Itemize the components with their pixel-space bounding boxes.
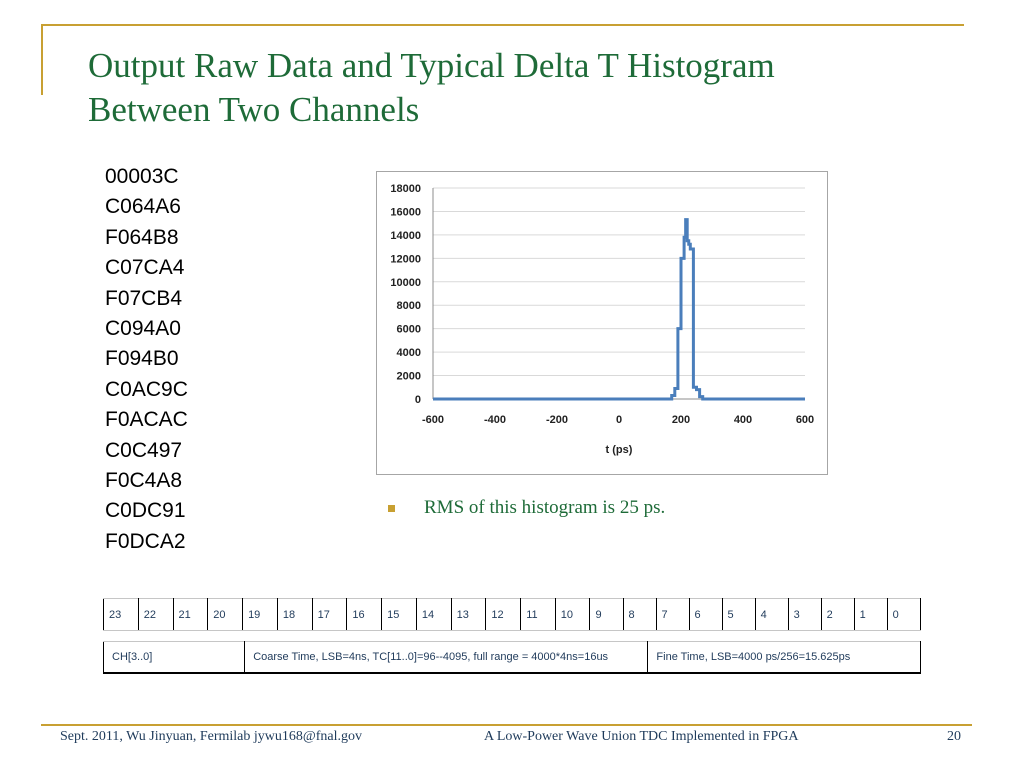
title-line-2: Between Two Channels xyxy=(88,90,420,129)
bit-cell: 1 xyxy=(853,598,888,631)
slide-title: Output Raw Data and Typical Delta T Hist… xyxy=(88,44,968,132)
bit-cell: 12 xyxy=(485,598,522,631)
raw-data-item: C0DC91 xyxy=(105,499,186,523)
page-number: 20 xyxy=(947,729,961,744)
footer-rule xyxy=(41,724,972,726)
bit-cell: 5 xyxy=(721,598,756,631)
bit-field-cell: Fine Time, LSB=4000 ps/256=15.625ps xyxy=(647,641,921,674)
bit-cell: 10 xyxy=(554,598,591,631)
y-tick-label: 0 xyxy=(415,394,421,406)
x-axis-label: t (ps) xyxy=(606,444,633,456)
bit-field-table: CH[3..0] Coarse Time, LSB=4ns, TC[11..0]=… xyxy=(102,641,921,674)
y-tick-label: 6000 xyxy=(397,324,421,336)
bit-number-row: 23 22 21 20 19 18 17 16 15 14 13 12 11 10 9 8 7 6 5 4 3 2 1 0 xyxy=(103,598,922,631)
bit-field-row: CH[3..0] Coarse Time, LSB=4ns, TC[11..0]=… xyxy=(102,641,921,674)
bit-cell: 3 xyxy=(787,598,822,631)
y-tick-label: 14000 xyxy=(390,230,421,242)
frame-top-rule xyxy=(41,24,964,26)
raw-data-item: 00003C xyxy=(105,165,179,188)
bit-cell: 15 xyxy=(381,598,417,631)
raw-data-item: F07CB4 xyxy=(105,286,183,310)
x-tick-label: -600 xyxy=(422,414,444,426)
bullet-text: RMS of this histogram is 25 ps. xyxy=(424,497,666,518)
bit-cell: 22 xyxy=(137,598,174,631)
histogram-series-line xyxy=(433,218,805,401)
raw-data-item: F064B8 xyxy=(105,225,179,249)
x-tick-label: 400 xyxy=(734,414,752,426)
y-tick-label: 16000 xyxy=(390,206,421,218)
bullet-square-icon xyxy=(388,505,395,512)
bit-cell: 23 xyxy=(103,598,139,631)
bit-cell: 11 xyxy=(520,598,556,631)
raw-data-item: C064A6 xyxy=(105,195,181,219)
y-tick-label: 4000 xyxy=(397,347,421,359)
bit-cell: 9 xyxy=(589,598,624,631)
bit-cell: 13 xyxy=(450,598,487,631)
histogram-chart: 0 2000 4000 6000 8000 10000 12000 14000 16000 180… xyxy=(376,171,828,475)
bit-field-cell: CH[3..0] xyxy=(102,641,246,674)
bit-cell: 21 xyxy=(172,598,209,631)
raw-data-item: C0AC9C xyxy=(105,377,188,401)
bit-cell: 0 xyxy=(886,598,922,631)
raw-data-item: F0C4A8 xyxy=(105,469,183,493)
bit-cell: 2 xyxy=(820,598,855,631)
bit-cell: 20 xyxy=(207,598,244,631)
y-tick-label: 2000 xyxy=(397,371,421,383)
x-tick-label: 0 xyxy=(616,414,622,426)
bit-cell: 18 xyxy=(276,598,313,631)
bit-cell: 6 xyxy=(688,598,723,631)
bit-number-table: 23 22 21 20 19 18 17 16 15 14 13 12 11 10 9 8 7 6 5 4 3 2 1 0 xyxy=(103,598,922,631)
bit-field-cell: Coarse Time, LSB=4ns, TC[11..0]=96--4095… xyxy=(244,641,649,674)
x-tick-label: 600 xyxy=(796,414,814,426)
title-line-1: Output Raw Data and Typical Delta T Hist… xyxy=(88,46,775,85)
footer-left: Sept. 2011, Wu Jinyuan, Fermilab jywu168… xyxy=(60,729,363,744)
y-tick-label: 12000 xyxy=(390,253,421,265)
frame-left-rule xyxy=(41,25,43,95)
bit-cell: 19 xyxy=(242,598,278,631)
histogram-svg: 0200040006000800010000120001400016000180… xyxy=(390,183,814,456)
raw-data-item: C094A0 xyxy=(105,317,181,341)
y-tick-label: 18000 xyxy=(390,183,421,195)
bit-cell: 14 xyxy=(415,598,452,631)
raw-data-item: C0C497 xyxy=(105,438,183,462)
x-tick-label: -400 xyxy=(484,414,506,426)
raw-data-list: 00003C C064A6 F064B8 C07CA4 F07CB4 C094A0 F094… xyxy=(105,162,188,557)
bit-cell: 8 xyxy=(622,598,657,631)
raw-data-item: F094B0 xyxy=(105,347,179,371)
x-tick-label: -200 xyxy=(546,414,568,426)
y-tick-label: 8000 xyxy=(397,300,421,312)
footer-center: A Low-Power Wave Union TDC Implemented i… xyxy=(484,729,799,744)
bit-cell: 17 xyxy=(311,598,348,631)
x-tick-label: 200 xyxy=(672,414,690,426)
raw-data-item: F0DCA2 xyxy=(105,529,186,553)
y-tick-label: 10000 xyxy=(390,277,421,289)
raw-data-item: C07CA4 xyxy=(105,256,185,280)
bit-cell: 4 xyxy=(754,598,789,631)
raw-data-item: F0ACAC xyxy=(105,408,188,432)
bit-cell: 7 xyxy=(655,598,690,631)
bit-cell: 16 xyxy=(346,598,383,631)
